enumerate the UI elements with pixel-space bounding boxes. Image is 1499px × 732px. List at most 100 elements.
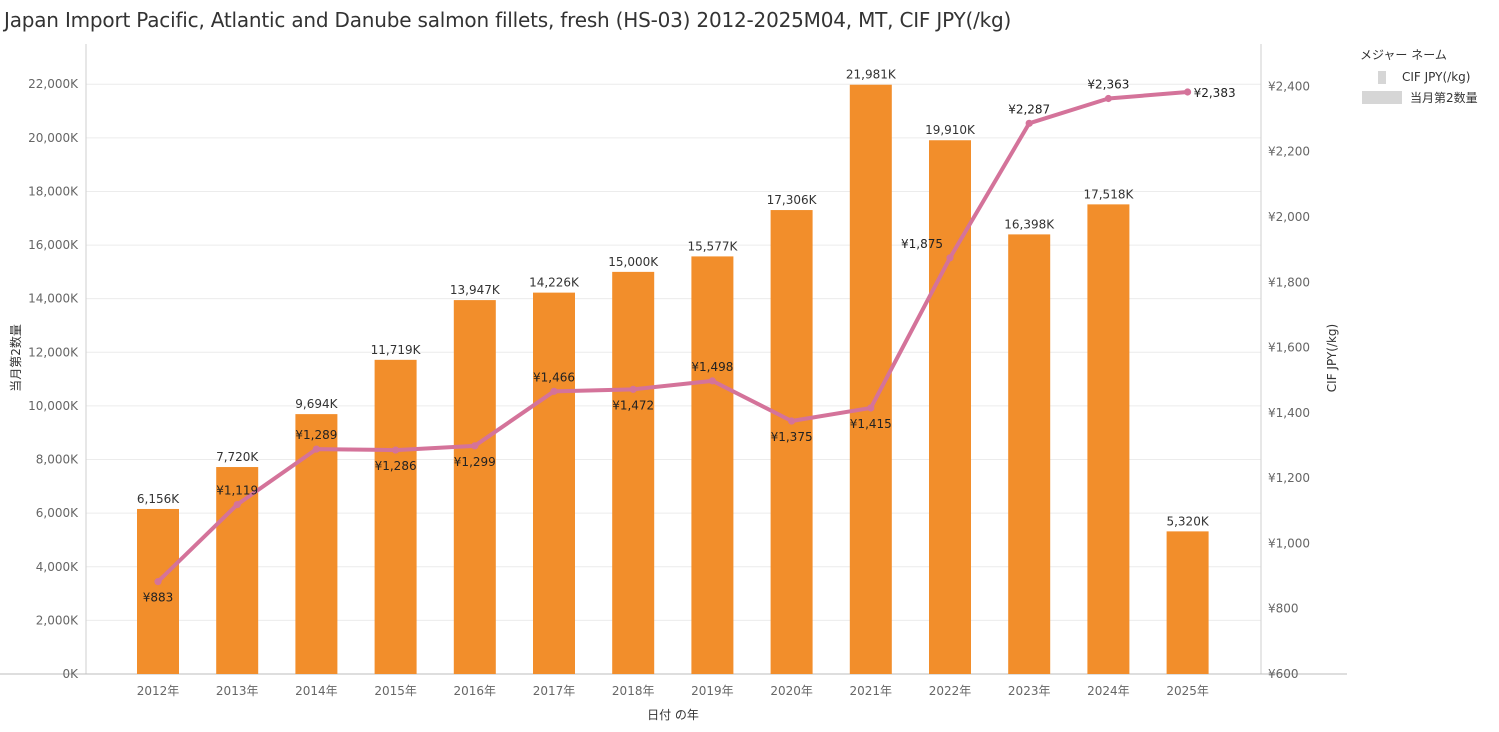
y-tick-label: 22,000K	[28, 77, 79, 91]
line-data-label: ¥883	[143, 591, 174, 605]
line-data-label: ¥1,299	[454, 455, 496, 469]
bar[interactable]	[374, 359, 417, 674]
bar-data-label: 17,306K	[767, 193, 818, 207]
line-point[interactable]	[1104, 94, 1112, 103]
y-tick-label: 14,000K	[28, 292, 79, 306]
line-data-label: ¥1,472	[612, 398, 654, 412]
line-data-label: ¥2,383	[1194, 86, 1236, 100]
bar[interactable]	[1087, 204, 1130, 674]
x-tick-label: 2023年	[1008, 684, 1051, 698]
line-point[interactable]	[471, 442, 479, 450]
y-tick-label: 16,000K	[28, 238, 79, 252]
bar-series	[137, 84, 1209, 675]
y2-tick-label: ¥2,200	[1268, 145, 1310, 159]
line-data-label: ¥1,286	[375, 459, 417, 473]
bar-data-label: 16,398K	[1004, 217, 1055, 231]
y-tick-label: 12,000K	[28, 345, 79, 359]
x-tick-label: 2022年	[929, 684, 972, 698]
line-point[interactable]	[392, 446, 400, 454]
legend-item-quantity[interactable]: 当月第2数量	[1360, 87, 1478, 107]
bar[interactable]	[770, 210, 813, 674]
bar[interactable]	[216, 467, 259, 674]
line-swatch-icon	[1378, 70, 1386, 84]
y2-axis-ticks: ¥600 ¥800 ¥1,000 ¥1,200 ¥1,400 ¥1,600 ¥1,800 ¥2…	[1268, 79, 1310, 681]
bar[interactable]	[691, 256, 734, 674]
line-data-label: ¥1,375	[771, 430, 813, 444]
bar-data-label: 19,910K	[925, 123, 976, 137]
line-labels: ¥883 ¥1,119 ¥1,289 ¥1,286 ¥1,299 ¥1,466 ¥1,472…	[143, 78, 1236, 605]
gridlines	[86, 83, 1261, 621]
line-point[interactable]	[1184, 88, 1192, 96]
axes	[0, 44, 1347, 675]
bar-data-label: 7,720K	[216, 450, 259, 464]
bar-data-label: 11,719K	[371, 343, 422, 357]
line-point[interactable]	[154, 578, 162, 586]
bar-data-label: 6,156K	[137, 492, 180, 506]
legend-item-label: 当月第2数量	[1410, 90, 1478, 105]
x-tick-label: 2020年	[770, 684, 813, 698]
x-tick-label: 2025年	[1166, 684, 1209, 698]
bar-data-label: 5,320K	[1166, 514, 1209, 528]
y2-tick-label: ¥1,200	[1268, 471, 1310, 485]
y2-tick-label: ¥600	[1268, 667, 1299, 681]
bar[interactable]	[137, 508, 179, 674]
y2-tick-label: ¥800	[1268, 602, 1299, 616]
bar-data-label: 21,981K	[846, 68, 897, 82]
y2-tick-label: ¥1,000	[1268, 536, 1310, 550]
bar[interactable]	[453, 300, 496, 674]
x-tick-label: 2017年	[533, 684, 576, 698]
x-tick-label: 2021年	[850, 684, 893, 698]
x-tick-label: 2024年	[1087, 684, 1130, 698]
y-tick-label: 0K	[62, 667, 79, 681]
x-tick-label: 2013年	[216, 684, 259, 698]
line-point[interactable]	[946, 254, 954, 262]
bar-data-label: 9,694K	[295, 397, 338, 411]
line-point[interactable]	[629, 385, 637, 393]
bar[interactable]	[1008, 234, 1051, 674]
bar-data-label: 13,947K	[450, 283, 501, 297]
line-point[interactable]	[1025, 119, 1033, 127]
line-point[interactable]	[788, 417, 796, 425]
x-tick-label: 2015年	[374, 684, 417, 698]
y-tick-label: 6,000K	[36, 506, 79, 520]
bar-data-label: 17,518K	[1083, 187, 1134, 201]
line-point[interactable]	[312, 445, 320, 453]
legend: メジャー ネーム CIF JPY(/kg) 当月第2数量	[1360, 46, 1478, 107]
x-axis-title: 日付 の年	[647, 708, 699, 722]
legend-item-label: CIF JPY(/kg)	[1402, 70, 1471, 84]
line-point[interactable]	[233, 500, 241, 509]
x-tick-label: 2016年	[454, 684, 497, 698]
y2-tick-label: ¥2,400	[1268, 79, 1310, 93]
line-data-label: ¥1,498	[691, 360, 733, 374]
bar-swatch-icon	[1362, 90, 1402, 104]
bar[interactable]	[612, 271, 655, 674]
bar[interactable]	[295, 414, 338, 674]
x-tick-label: 2018年	[612, 684, 655, 698]
series-line	[156, 89, 1190, 584]
bar-data-label: 14,226K	[529, 276, 580, 290]
line-data-label: ¥1,466	[533, 370, 575, 384]
line-data-label: ¥2,363	[1087, 78, 1129, 92]
y-tick-label: 4,000K	[36, 560, 79, 574]
y-tick-label: 18,000K	[28, 184, 79, 198]
y2-axis-title: CIF JPY(/kg)	[1325, 324, 1339, 392]
bar-data-label: 15,000K	[608, 255, 659, 269]
line-series	[154, 88, 1192, 586]
chart-title: Japan Import Pacific, Atlantic and Danub…	[4, 8, 1012, 32]
line-data-label: ¥1,875	[901, 237, 943, 251]
line-point[interactable]	[550, 387, 558, 395]
y-tick-label: 2,000K	[36, 613, 79, 627]
bar[interactable]	[929, 140, 971, 674]
x-axis-ticks: 2012年 2013年 2014年 2015年 2016年 2017年 2018年 2019年…	[137, 684, 1209, 698]
y-tick-label: 20,000K	[28, 131, 79, 145]
line-point[interactable]	[708, 377, 717, 385]
bar[interactable]	[1166, 531, 1209, 674]
y-axis-title: 当月第2数量	[8, 324, 23, 392]
line-data-label: ¥1,119	[216, 484, 258, 498]
bar[interactable]	[533, 292, 575, 674]
y-axis-ticks: 0K 2,000K 4,000K 6,000K 8,000K 10,000K 12,000K…	[28, 77, 79, 681]
line-data-label: ¥2,287	[1008, 102, 1050, 116]
line-point[interactable]	[867, 404, 875, 412]
y-tick-label: 8,000K	[36, 453, 79, 467]
legend-item-cif[interactable]: CIF JPY(/kg)	[1360, 67, 1478, 87]
